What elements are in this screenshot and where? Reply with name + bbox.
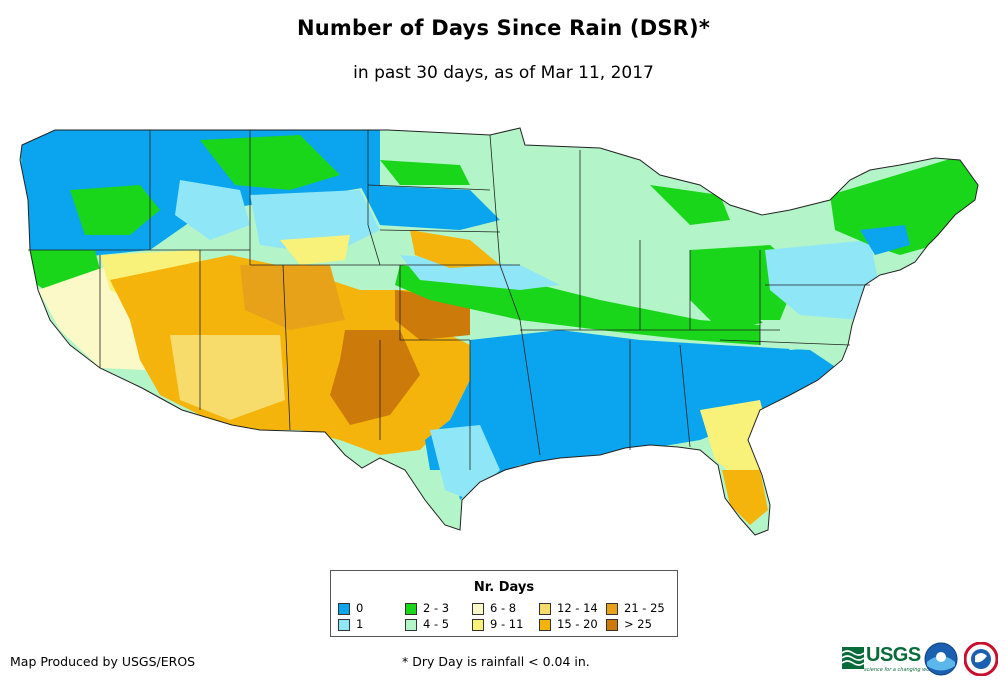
legend-label: 6 - 8 [490,601,517,615]
state-borders [28,130,870,470]
legend-swatch [405,603,417,615]
zone-nw-green [70,185,160,235]
legend-label: 4 - 5 [423,617,450,631]
legend-swatch [405,619,417,631]
legend-swatch [606,603,618,615]
zone-nm-dark [330,330,420,425]
zone-wy-yellow [280,235,350,265]
legend-label: 15 - 20 [557,617,598,631]
zone-mi-green [650,185,730,225]
legend-label: 9 - 11 [490,617,524,631]
legend-label: 21 - 25 [624,601,665,615]
zone-south-blue [425,330,840,500]
legend-title: Nr. Days [473,580,535,595]
noaa-logo-icon [924,642,958,676]
legend-label: 0 [356,601,364,615]
zone-ne-lightblue [765,240,880,320]
agency-logos: USGS science for a changing world [840,638,1002,678]
legend-swatch [539,619,551,631]
zone-sd-blue [360,185,500,230]
usgs-logo-text: USGS [866,644,921,666]
legend-swatch [606,619,618,631]
dry-day-footnote: * Dry Day is rainfall < 0.04 in. [402,654,590,669]
zone-mt-green [200,135,340,190]
legend-label: 12 - 14 [557,601,598,615]
zone-ca-green [25,250,100,290]
map-credit: Map Produced by USGS/EROS [10,654,196,669]
zone-az-paleyellow [170,335,285,420]
zone-ny-blue [860,225,910,255]
legend-swatch [539,603,551,615]
zone-va-lightgreen [760,320,845,350]
usgs-wave-icon [842,647,864,669]
zone-nd-green [380,160,470,185]
zone-id-light [175,180,250,240]
legend-swatch [472,619,484,631]
legend-grid: 0 1 2 - 3 4 - 5 6 - 8 9 - 11 12 - 14 15 [338,602,674,632]
usgs-tagline: science for a changing world [864,667,936,673]
nws-logo-icon [964,642,998,676]
zone-co-mixed [240,265,345,330]
legend-swatch [472,603,484,615]
legend-label: 2 - 3 [423,601,450,615]
zone-fl-yellow [700,400,770,480]
map-legend: Nr. Days 0 1 2 - 3 4 - 5 6 - 8 9 - 11 12 [330,570,678,637]
legend-swatch [338,603,350,615]
legend-label: 1 [356,617,364,631]
map-subtitle: in past 30 days, as of Mar 11, 2017 [353,63,654,83]
zone-ne-orange [410,230,500,268]
legend-label: > 25 [624,617,652,631]
legend-swatch [338,619,350,631]
zone-fl-orange [722,470,768,525]
map-title: Number of Days Since Rain (DSR)* [296,16,711,40]
